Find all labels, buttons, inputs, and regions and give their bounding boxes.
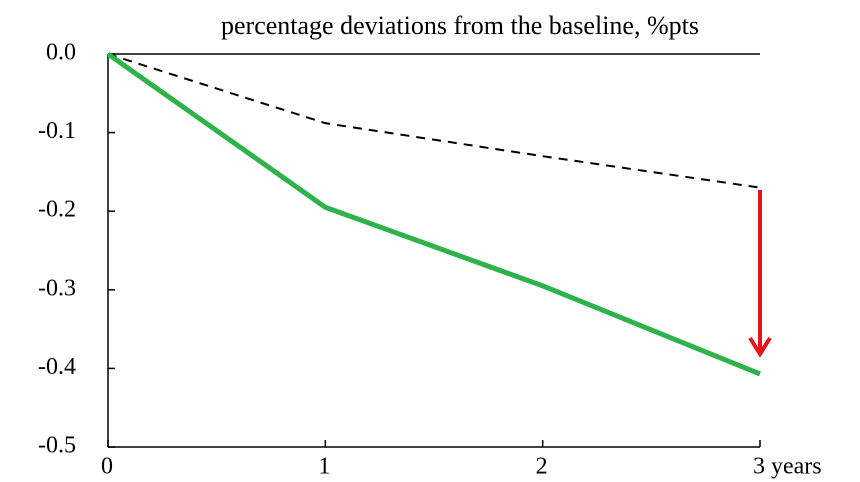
y-tick-label: -0.1 [38,118,76,144]
x-tick-label: 1 [318,454,330,480]
y-tick-label: -0.3 [38,275,76,301]
series-line [107,53,761,189]
y-tick-label: -0.5 [38,433,76,459]
y-tick-label: -0.2 [38,197,76,223]
y-tick-label: -0.4 [38,354,76,380]
chart-title: percentage deviations from the baseline,… [221,11,699,40]
x-tick-label: 2 [536,454,548,480]
x-tick-label: 3 years [753,454,822,480]
y-tick-label: 0.0 [46,40,76,66]
series-line [106,51,761,377]
annotation-arrowhead [748,336,772,358]
x-tick-label: 0 [101,454,113,480]
